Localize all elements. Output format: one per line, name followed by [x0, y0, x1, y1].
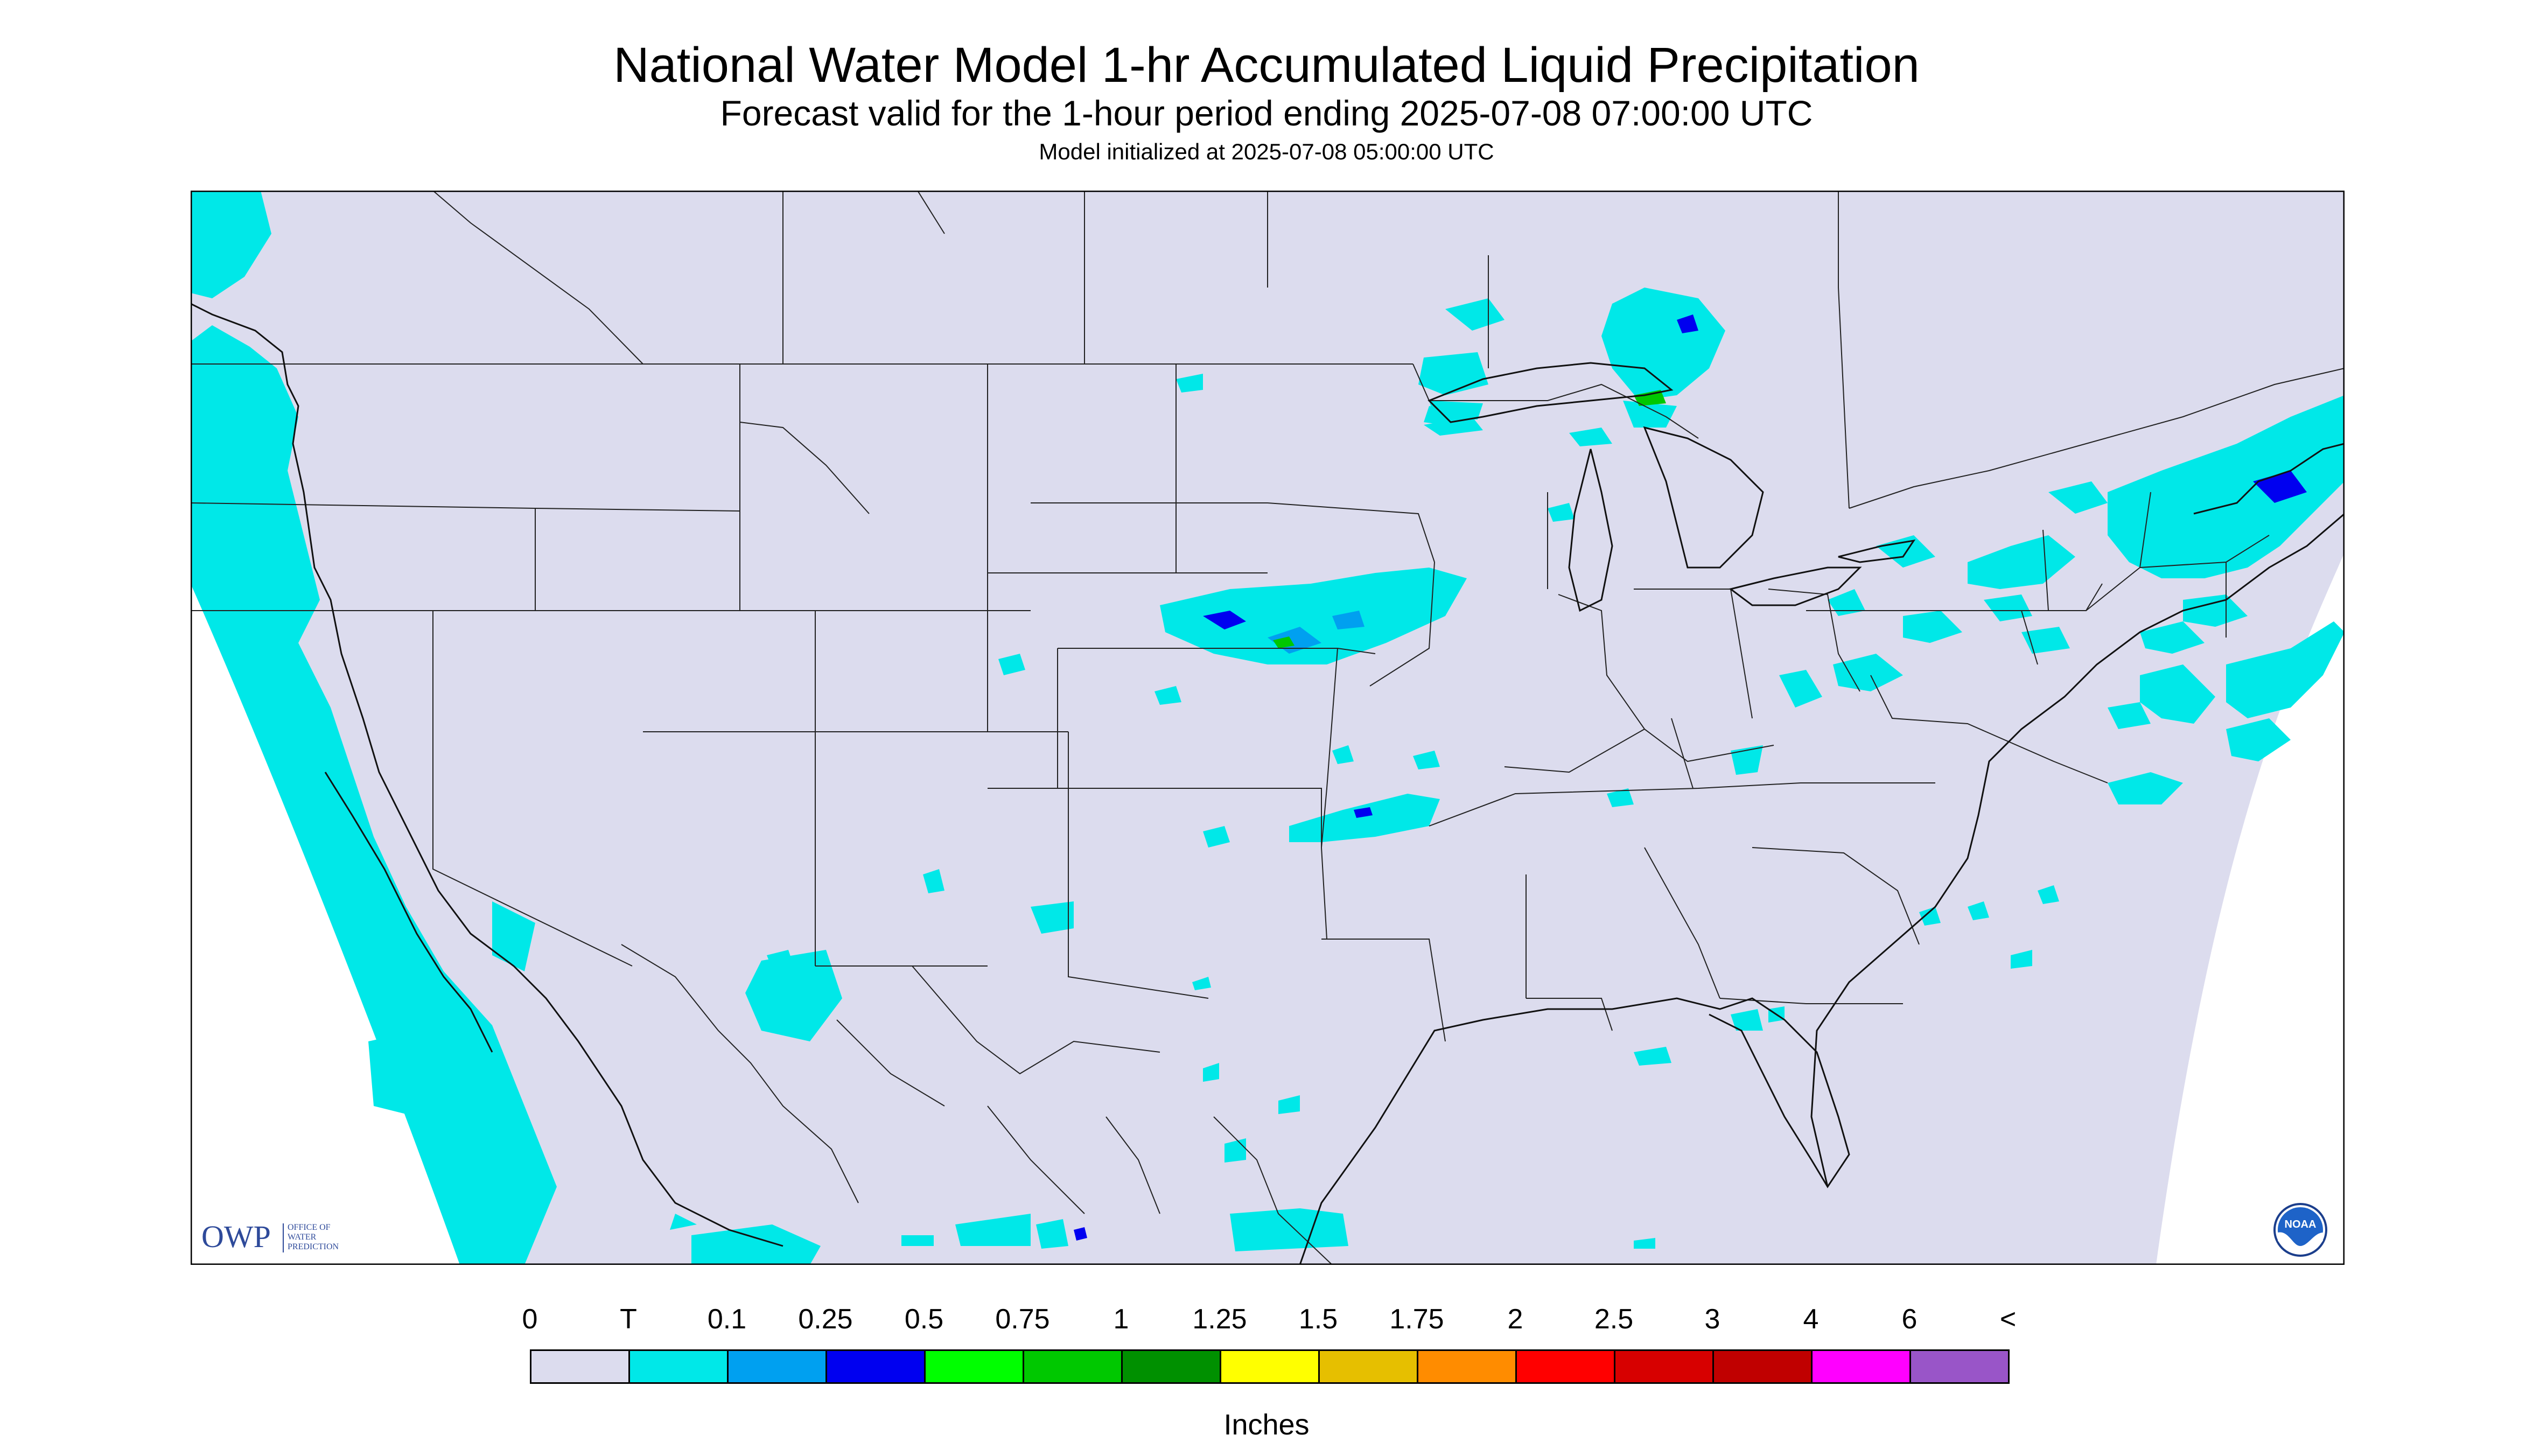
- legend-swatch: [1220, 1349, 1320, 1384]
- legend-label: 0.5: [904, 1304, 944, 1335]
- legend-swatch: [1712, 1349, 1813, 1384]
- map-border: [191, 191, 2345, 1265]
- legend-units: Inches: [1223, 1409, 1310, 1441]
- legend-label: 0.75: [995, 1304, 1050, 1335]
- legend-swatch: [1614, 1349, 1714, 1384]
- map-subtitle: Forecast valid for the 1-hour period end…: [720, 93, 1813, 133]
- svg-text:WATER: WATER: [288, 1233, 317, 1242]
- legend-label: 3: [1704, 1304, 1720, 1335]
- model-domain: [191, 191, 2345, 1265]
- legend-label: 1.75: [1389, 1304, 1444, 1335]
- legend-label: 6: [1901, 1304, 1918, 1335]
- legend-label: 4: [1803, 1304, 1819, 1335]
- model-init-time: Model initialized at 2025-07-08 05:00:00…: [1039, 139, 1494, 164]
- legend-label: <: [1999, 1304, 2017, 1335]
- legend-swatch: [727, 1349, 827, 1384]
- legend-swatch: [1515, 1349, 1615, 1384]
- svg-text:OFFICE OF: OFFICE OF: [288, 1223, 331, 1232]
- legend-swatch: [628, 1349, 729, 1384]
- legend-label: 0.25: [798, 1304, 853, 1335]
- svg-text:OWP: OWP: [201, 1219, 271, 1254]
- owp-logo: OWP OFFICE OF WATER PREDICTION: [201, 1219, 339, 1254]
- legend-label: 2.5: [1594, 1304, 1634, 1335]
- legend-label: T: [620, 1304, 637, 1335]
- legend-swatch: [924, 1349, 1024, 1384]
- svg-text:NOAA: NOAA: [2285, 1219, 2317, 1230]
- legend-label: 0: [522, 1304, 538, 1335]
- legend-label: 1.5: [1298, 1304, 1338, 1335]
- legend-swatch: [1909, 1349, 2010, 1384]
- legend-swatch: [1023, 1349, 1123, 1384]
- state-boundaries: [191, 191, 2345, 1265]
- noaa-logo: NOAA: [2273, 1203, 2327, 1257]
- legend-label: 1: [1113, 1304, 1129, 1335]
- legend-label: 1.25: [1192, 1304, 1247, 1335]
- legend-swatch: [1318, 1349, 1418, 1384]
- legend-swatch: [530, 1349, 630, 1384]
- legend-colorbar: [530, 1349, 2010, 1384]
- legend-label: 2: [1507, 1304, 1523, 1335]
- legend-label: 0.1: [707, 1304, 747, 1335]
- precip-areas: [191, 191, 2345, 1265]
- legend-swatch: [1121, 1349, 1221, 1384]
- precipitation-map: OWP OFFICE OF WATER PREDICTION NOAA: [191, 191, 2345, 1265]
- legend-swatch: [1417, 1349, 1517, 1384]
- coastlines: [191, 303, 2345, 1265]
- legend-swatch: [1811, 1349, 1911, 1384]
- legend-swatch: [825, 1349, 926, 1384]
- svg-text:PREDICTION: PREDICTION: [288, 1242, 339, 1251]
- map-title: National Water Model 1-hr Accumulated Li…: [613, 38, 1920, 93]
